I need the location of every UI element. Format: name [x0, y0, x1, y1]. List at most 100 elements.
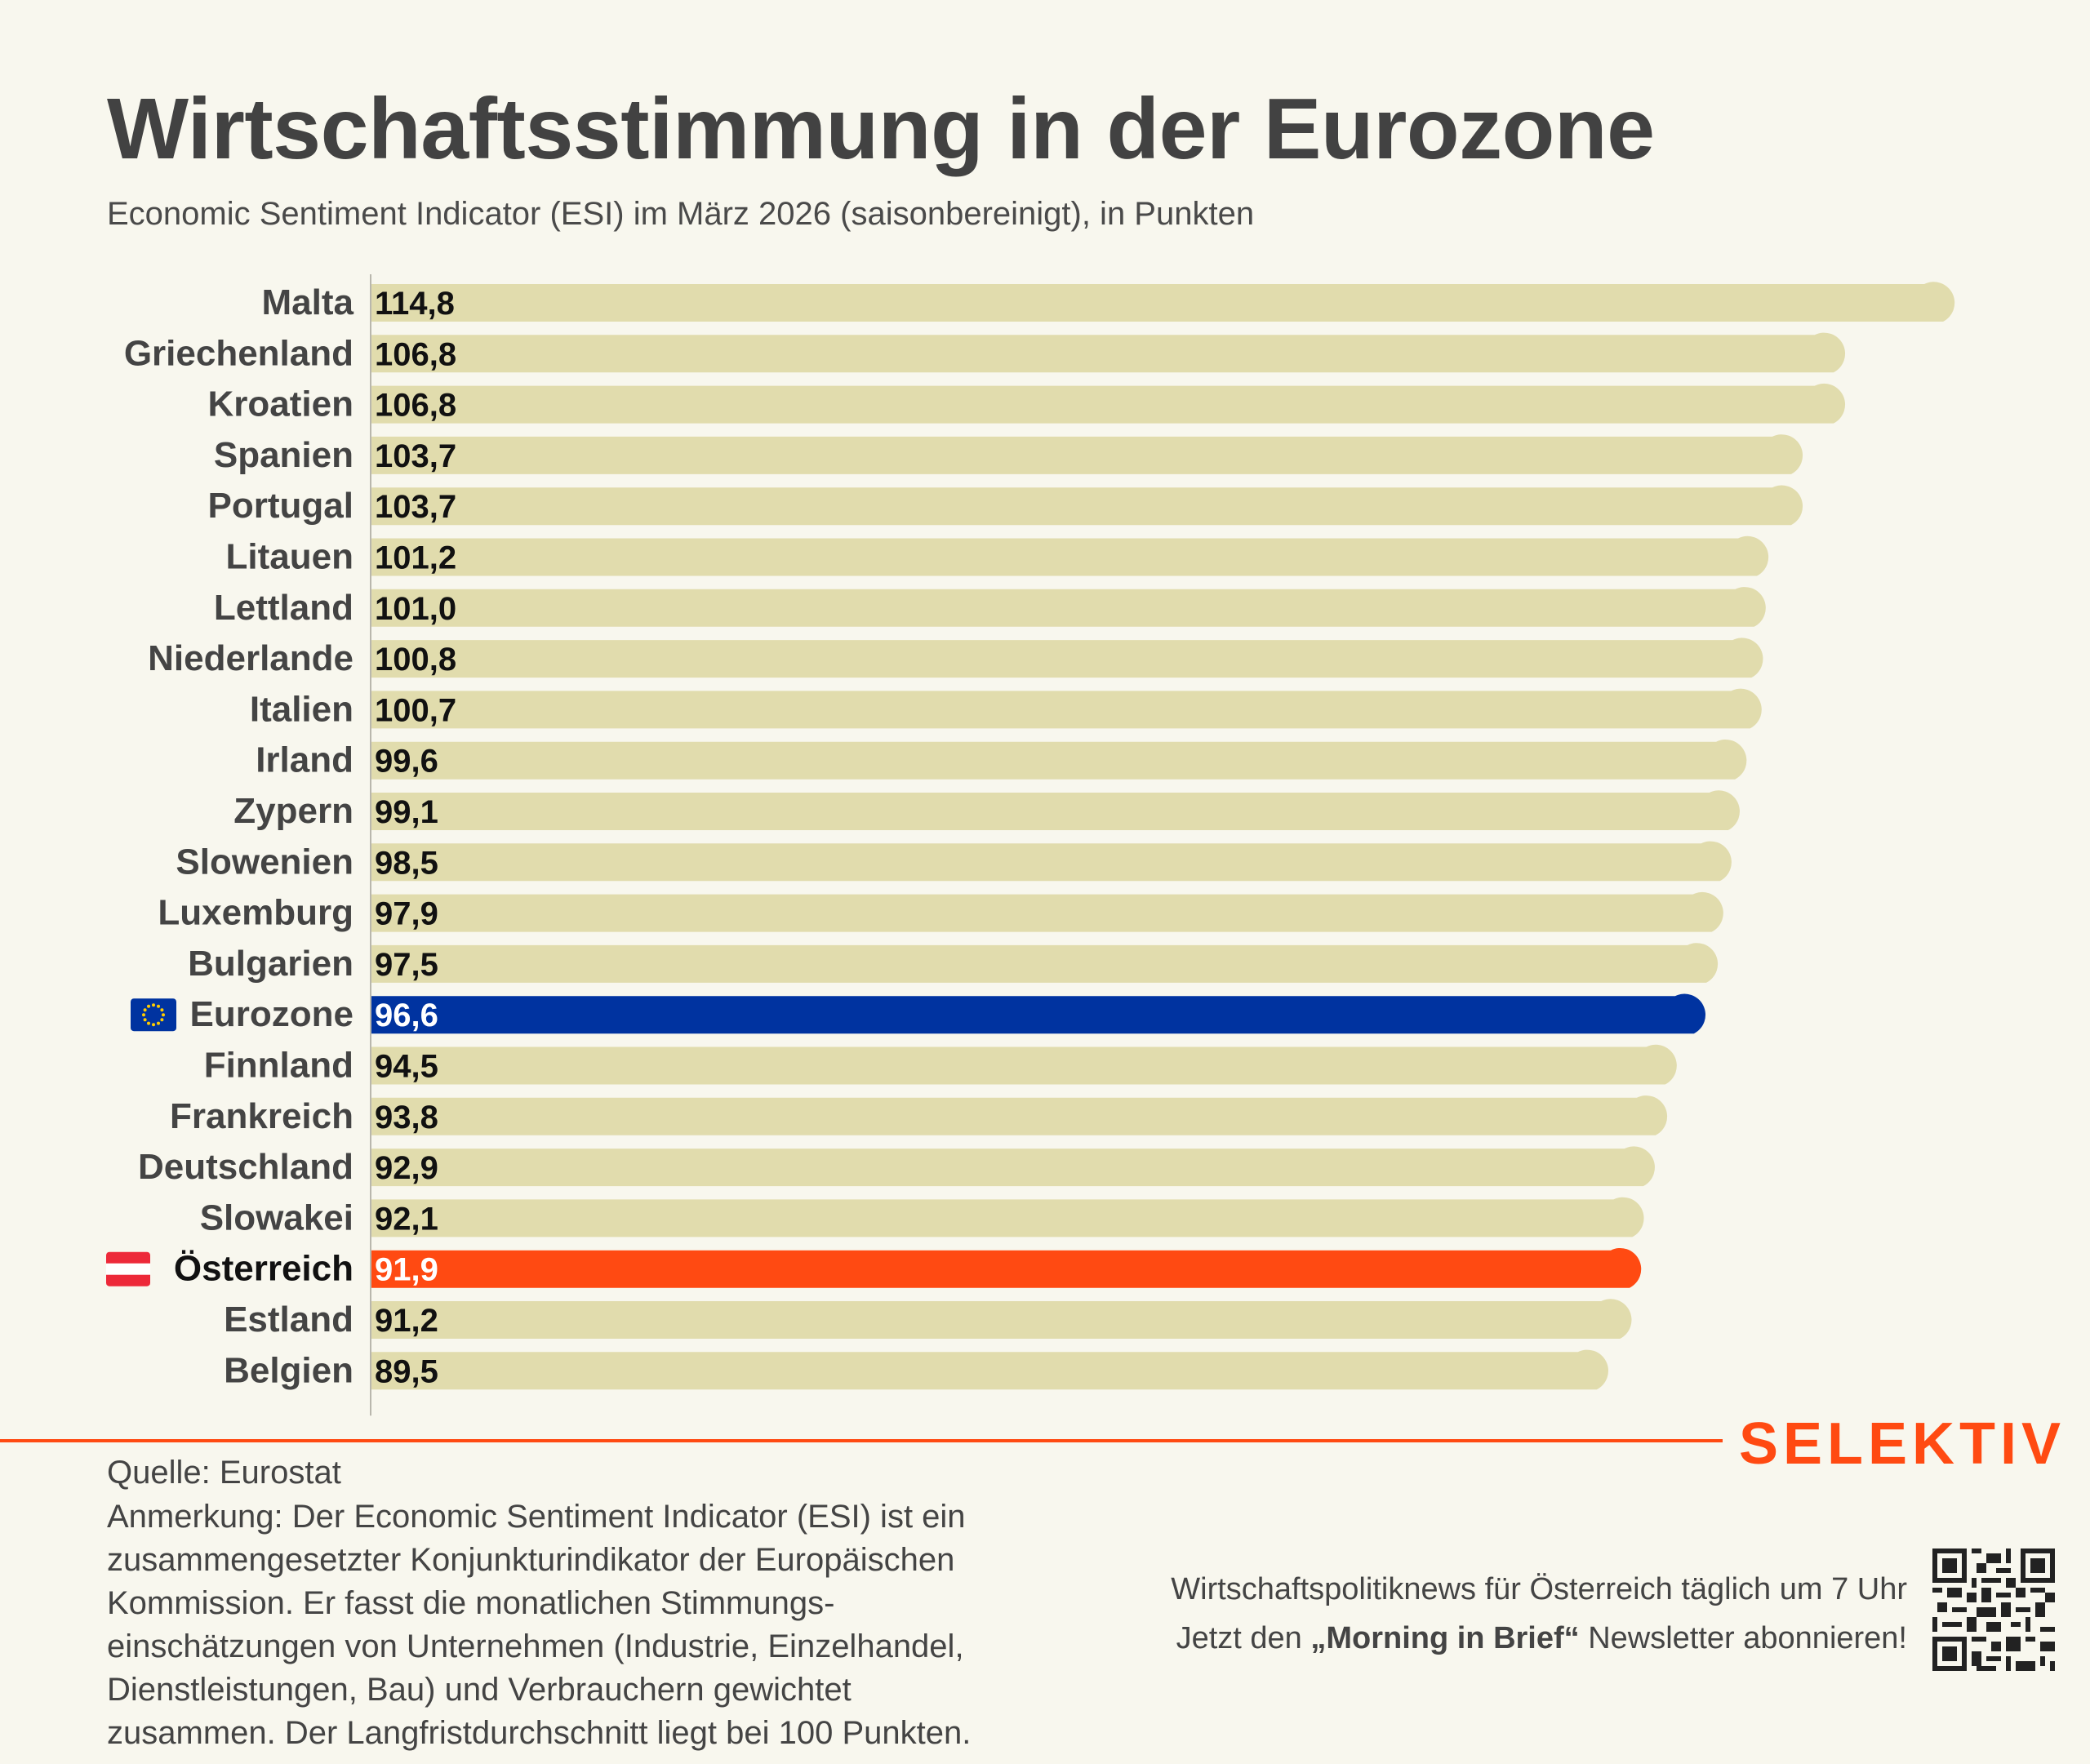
note-line: zusammengesetzter Konjunkturindikator de… — [107, 1542, 955, 1578]
promo-pre: Jetzt den — [1176, 1621, 1311, 1655]
austria-flag-stripe — [106, 1263, 150, 1275]
value-label: 92,9 — [375, 1150, 438, 1186]
note-text: Anmerkung: Der Economic Sentiment Indica… — [107, 1495, 971, 1755]
bar — [371, 739, 1747, 780]
category-label: Irland — [256, 740, 354, 780]
value-label: 91,2 — [375, 1303, 438, 1339]
note-line: zusammen. Der Langfristdurchschnitt lieg… — [107, 1715, 972, 1751]
austria-flag-icon — [106, 1251, 150, 1286]
category-label: Litauen — [226, 537, 354, 577]
promo-newsletter-name: „Morning in Brief“ — [1310, 1621, 1580, 1655]
value-label: 103,7 — [375, 489, 456, 525]
newsletter-promo: Wirtschaftspolitiknews für Österreich tä… — [1171, 1565, 1907, 1663]
category-label: Kroatien — [208, 384, 354, 424]
bar — [371, 790, 1740, 830]
value-label: 94,5 — [375, 1049, 438, 1085]
bar — [371, 993, 1705, 1034]
value-label: 100,8 — [375, 642, 456, 678]
chart-title: Wirtschaftsstimmung in der Eurozone — [107, 81, 1655, 177]
category-label: Deutschland — [138, 1147, 354, 1187]
eu-flag-star — [160, 1008, 164, 1012]
bar — [371, 943, 1719, 983]
category-label: Estland — [224, 1300, 354, 1340]
category-label: Eurozone — [190, 994, 354, 1034]
bar — [371, 535, 1769, 576]
value-label: 89,5 — [375, 1353, 438, 1389]
eu-flag-star — [143, 1018, 147, 1022]
bar — [371, 841, 1732, 882]
value-label: 97,5 — [375, 947, 438, 983]
bar — [371, 1197, 1644, 1237]
qr-code-icon[interactable] — [1932, 1548, 2055, 1671]
value-label: 92,1 — [375, 1201, 438, 1237]
category-label: Niederlande — [148, 638, 354, 678]
eu-flag-icon — [131, 998, 176, 1032]
bar — [371, 1095, 1668, 1135]
bar — [371, 383, 1846, 424]
eu-flag-star — [147, 1004, 150, 1008]
bar — [371, 1247, 1642, 1288]
eu-flag-star — [162, 1013, 165, 1017]
bar — [371, 1044, 1677, 1085]
eu-flag-star — [152, 1003, 155, 1007]
category-label: Bulgarien — [188, 944, 354, 984]
brand-logo: SELEKTIV — [1739, 1411, 2066, 1477]
eu-flag-field — [131, 998, 176, 1032]
eu-flag-star — [152, 1023, 155, 1027]
category-label: Italien — [250, 689, 354, 729]
value-label: 114,8 — [375, 286, 455, 322]
category-label: Lettland — [214, 588, 354, 628]
bar — [371, 638, 1763, 678]
value-label: 101,2 — [375, 540, 456, 576]
eu-flag-star — [143, 1008, 147, 1012]
footer-divider — [0, 1439, 1723, 1442]
category-label: Portugal — [208, 486, 354, 526]
category-label: Spanien — [214, 435, 354, 475]
bar — [371, 332, 1846, 373]
eu-flag-star — [147, 1021, 150, 1025]
eu-flag-star — [142, 1013, 145, 1017]
category-label: Finnland — [204, 1046, 354, 1086]
bar — [371, 485, 1803, 526]
value-label: 97,9 — [375, 896, 438, 932]
value-label: 98,5 — [375, 845, 438, 881]
eu-flag-star — [160, 1018, 164, 1022]
category-label: Belgien — [224, 1350, 354, 1390]
eu-flag-star — [157, 1021, 160, 1025]
value-label: 99,1 — [375, 794, 438, 830]
bar-chart: 114,8 Malta 106,8 Griechenland 106,8 Kroatien… — [106, 274, 1955, 1416]
category-label: Slowenien — [176, 842, 354, 882]
value-label: 103,7 — [375, 438, 456, 474]
bar — [371, 1349, 1608, 1390]
value-label: 100,7 — [375, 692, 456, 728]
category-label: Österreich — [174, 1249, 354, 1289]
note-line: Dienstleistungen, Bau) und Verbrauchern … — [107, 1672, 852, 1708]
value-label: 106,8 — [375, 336, 456, 372]
category-label: Malta — [262, 282, 354, 322]
value-label: 96,6 — [375, 998, 438, 1033]
value-label: 93,8 — [375, 1100, 438, 1135]
bar — [371, 587, 1766, 627]
bar — [371, 1299, 1632, 1339]
category-label: Zypern — [233, 791, 354, 831]
bar — [371, 891, 1723, 932]
promo-line-1: Wirtschaftspolitiknews für Österreich tä… — [1171, 1572, 1907, 1606]
category-label: Griechenland — [124, 333, 354, 373]
note-line: Anmerkung: Der Economic Sentiment Indica… — [107, 1499, 966, 1535]
category-label: Frankreich — [170, 1096, 354, 1136]
bar — [371, 434, 1803, 474]
value-label: 101,0 — [375, 591, 456, 627]
value-label: 106,8 — [375, 388, 456, 424]
chart-subtitle: Economic Sentiment Indicator (ESI) im Mä… — [107, 196, 1255, 232]
promo-line-2[interactable]: Jetzt den „Morning in Brief“ Newsletter … — [1171, 1614, 1907, 1663]
category-label: Slowakei — [200, 1197, 354, 1237]
note-line: Kommission. Er fasst die monatlichen Sti… — [107, 1585, 835, 1621]
bar — [371, 688, 1762, 729]
promo-post: Newsletter abonnieren! — [1579, 1621, 1907, 1655]
note-line: einschätzungen von Unternehmen (Industri… — [107, 1628, 964, 1664]
category-label: Luxemburg — [158, 893, 354, 933]
eu-flag-star — [157, 1004, 160, 1008]
source-text: Quelle: Eurostat — [107, 1455, 341, 1491]
value-label: 99,6 — [375, 744, 438, 780]
bar — [371, 1146, 1655, 1187]
